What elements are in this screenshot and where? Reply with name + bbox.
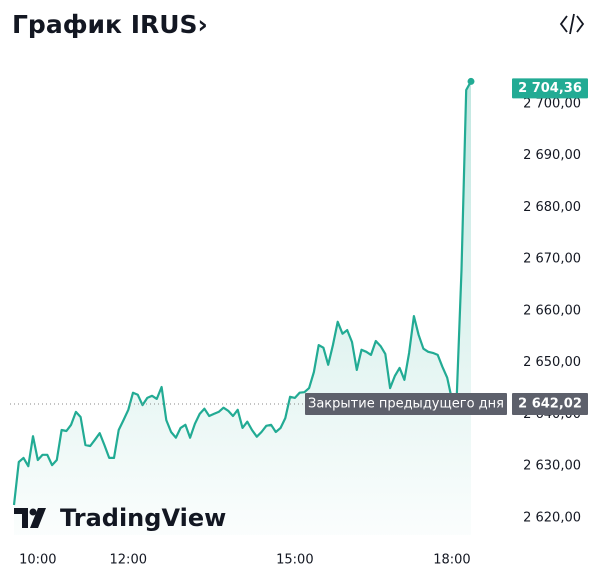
- y-tick-label: 2 670,00: [523, 252, 581, 267]
- tradingview-logo: TradingView: [14, 504, 226, 532]
- x-tick-label: 15:00: [276, 553, 313, 568]
- embed-icon[interactable]: [559, 13, 585, 35]
- prev-close-text: Закрытие предыдущего дня: [308, 396, 504, 411]
- line: [12, 80, 472, 506]
- y-tick-label: 2 700,00: [523, 96, 581, 111]
- last-point: [467, 77, 475, 85]
- area: [14, 81, 471, 536]
- chart-title: График IRUS›: [12, 10, 208, 39]
- prev-close-price: 2 642,02: [518, 396, 582, 411]
- y-tick-label: 2 660,00: [523, 303, 581, 318]
- last-price-box: [512, 78, 588, 99]
- y-tick-label: 2 620,00: [523, 510, 581, 525]
- x-tick-label: 18:00: [433, 553, 470, 568]
- y-tick-label: 2 680,00: [523, 200, 581, 215]
- x-tick-label: 10:00: [19, 553, 56, 568]
- watermark: TradingView: [60, 504, 226, 532]
- y-tick-label: 2 650,00: [523, 355, 581, 370]
- y-tick-label: 2 690,00: [523, 148, 581, 163]
- prev-close-box: [305, 392, 507, 415]
- last-price: 2 704,36: [518, 81, 582, 96]
- y-tick-label: 2 630,00: [523, 459, 581, 474]
- x-tick-label: 12:00: [110, 553, 147, 568]
- prev-close-price-box: [512, 392, 588, 415]
